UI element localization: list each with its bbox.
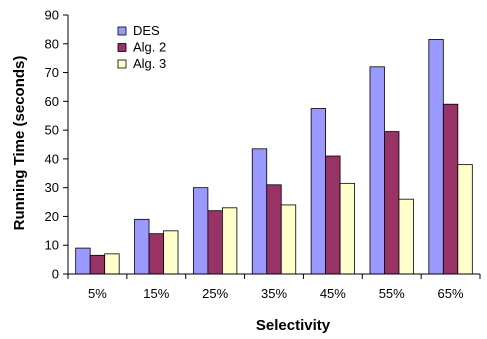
bar-des-3	[251, 148, 268, 275]
bar-alg-2-1	[148, 233, 164, 275]
x-axis-title: Selectivity	[256, 317, 331, 334]
x-tick-label: 55%	[379, 286, 405, 301]
bar-alg-3-1	[163, 230, 179, 275]
y-tick-label: 20	[45, 209, 59, 224]
bar-des-5	[369, 66, 385, 275]
bar-alg-2-3	[266, 184, 282, 275]
y-axis-title: Running Time (seconds)	[11, 56, 28, 231]
tick-labels-group: 0 10 20 30 40 50 60 70 80 90 5% 15% 25% 35% 45% 55% 65%	[45, 8, 464, 302]
x-tick-label: 15%	[143, 286, 169, 301]
bar-alg-3-6	[457, 164, 473, 275]
bar-alg-2-4	[325, 155, 341, 275]
x-tick-label: 5%	[88, 286, 107, 301]
y-tick-label: 0	[52, 267, 59, 282]
legend-label: Alg. 3	[133, 56, 166, 71]
bar-alg-2-5	[384, 131, 400, 275]
y-tick-label: 80	[45, 36, 59, 51]
bar-alg-3-4	[339, 182, 356, 275]
x-tick-label: 25%	[202, 286, 228, 301]
legend-swatch	[117, 43, 127, 52]
bar-alg-3-3	[280, 204, 297, 275]
bar-alg-2-2	[207, 210, 223, 275]
bar-des-2	[192, 187, 209, 275]
bar-alg-3-0	[104, 253, 120, 275]
y-tick-label: 90	[45, 8, 59, 23]
y-tick-label: 30	[45, 180, 59, 195]
bar-alg-3-5	[398, 198, 414, 275]
y-tick-label: 60	[45, 94, 59, 109]
bar-des-1	[134, 218, 150, 275]
bars-group	[75, 39, 473, 275]
bar-des-6	[428, 39, 444, 275]
x-tick-label: 35%	[261, 286, 287, 301]
legend-swatch	[117, 26, 127, 36]
x-tick-label: 65%	[438, 286, 464, 301]
bar-alg-3-2	[221, 207, 238, 275]
y-tick-label: 70	[45, 65, 59, 80]
bar-alg-2-6	[442, 103, 459, 275]
axes-group	[63, 14, 481, 279]
y-tick-label: 10	[45, 238, 59, 253]
y-tick-label: 40	[45, 151, 59, 166]
bar-alg-2-0	[89, 254, 106, 275]
x-tick-label: 45%	[320, 286, 346, 301]
legend-swatch	[117, 59, 127, 69]
legend-label: DES	[133, 23, 160, 38]
y-tick-label: 50	[45, 123, 59, 138]
bar-des-4	[310, 108, 327, 275]
bar-des-0	[75, 247, 91, 275]
legend-label: Alg. 2	[133, 40, 166, 55]
